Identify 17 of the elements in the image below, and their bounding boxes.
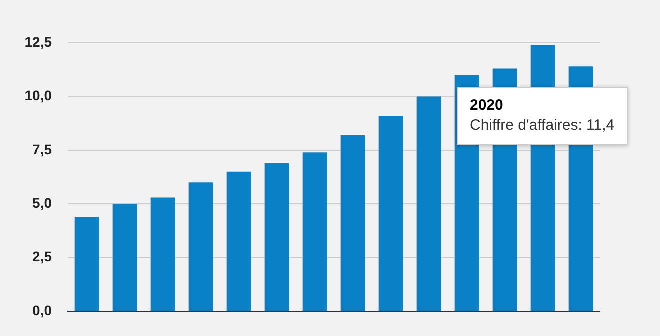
bar — [264, 163, 290, 312]
annotation: 2020 Chiffre d'affaires: 11,4 — [470, 96, 615, 136]
bar — [74, 217, 100, 312]
y-tick-label: 0,0 — [32, 302, 52, 318]
y-tick-label: 12,5 — [24, 34, 52, 50]
y-tick-label: 2,5 — [32, 248, 52, 265]
bar — [340, 135, 366, 312]
bar — [416, 96, 442, 312]
y-tick-label: 7,5 — [32, 141, 52, 158]
y-tick-label: 10,0 — [24, 88, 52, 104]
bar — [302, 152, 328, 312]
bar — [226, 172, 252, 312]
bar — [188, 182, 214, 312]
bar — [150, 198, 176, 312]
y-tick-label: 5,0 — [32, 195, 52, 212]
bar — [378, 116, 404, 312]
bar — [112, 204, 138, 312]
